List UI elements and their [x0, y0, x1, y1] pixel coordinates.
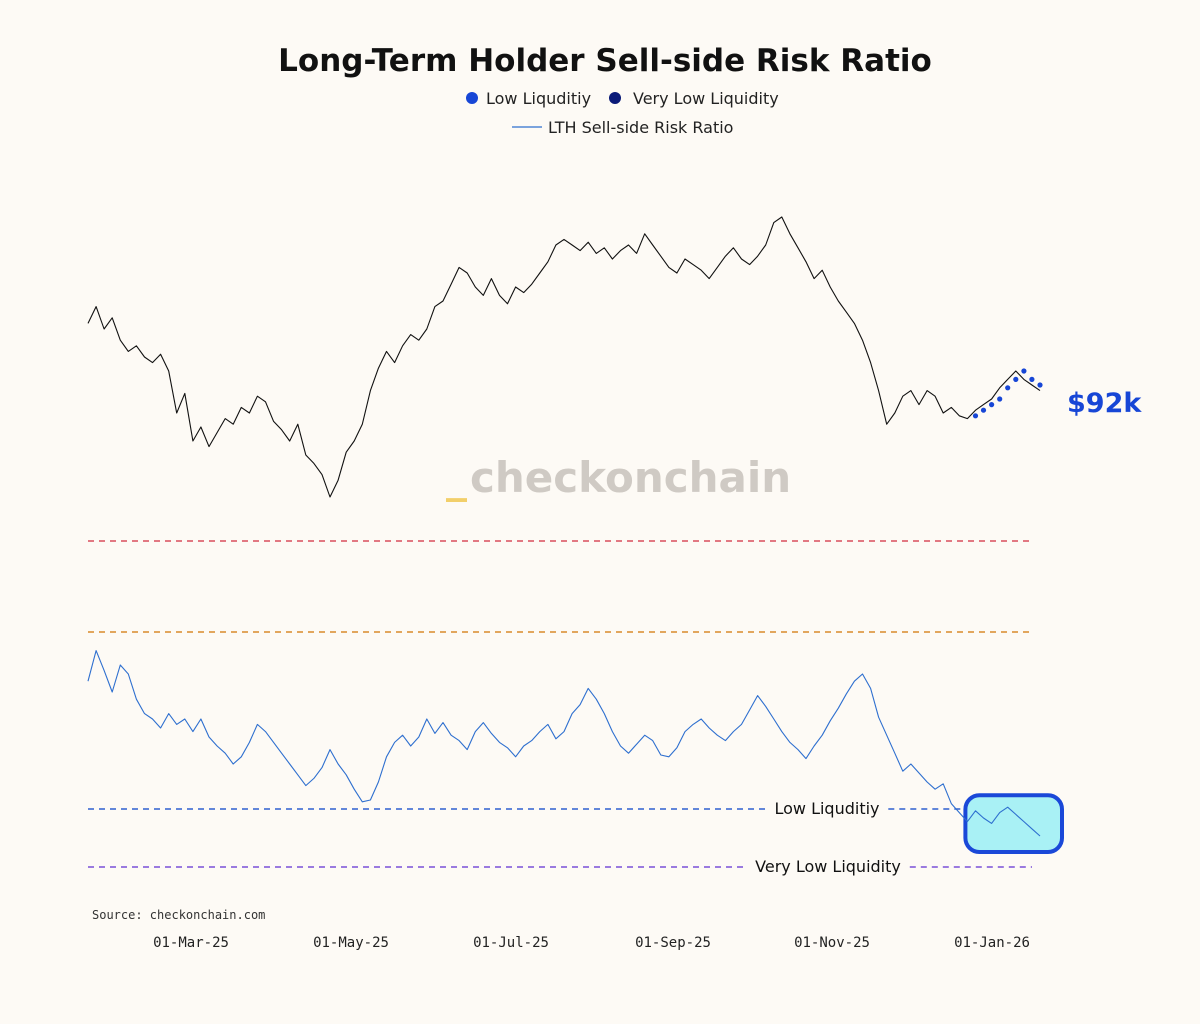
x-tick-label: 01-Jan-26 [954, 935, 1030, 951]
x-tick-label: 01-Sep-25 [635, 935, 711, 951]
watermark-underscore: _ [446, 453, 467, 502]
low-liquidity-dot [1021, 368, 1027, 374]
low-liquidity-dot [989, 402, 995, 408]
low-liquidity-dot [1013, 376, 1019, 382]
very-low-liquidity-level-label: Very Low Liquidity [755, 857, 901, 876]
low-liquidity-dot [1005, 385, 1011, 391]
legend-dot-very-low-liquidity [609, 92, 621, 104]
legend-label-low-liquidity: Low Liquditiy [486, 89, 591, 108]
legend-dot-low-liquidity [466, 92, 478, 104]
highlight-layer [963, 793, 1065, 855]
x-tick-label: 01-Nov-25 [794, 935, 870, 951]
low-liquidity-dot [980, 407, 987, 413]
level-lines: Low Liquditiy Very Low Liquidity [88, 540, 1032, 876]
ratio-series-layer [87, 650, 1041, 837]
price-label: $92k [1067, 388, 1142, 419]
low-liquidity-dot [997, 396, 1003, 402]
watermark-text: checkonchain [470, 453, 791, 502]
legend: Low Liquditiy Very Low Liquidity LTH Sel… [466, 89, 779, 137]
low-liquidity-level-label: Low Liquditiy [774, 799, 879, 818]
source-note: Source: checkonchain.com [92, 908, 265, 922]
chart-title: Long-Term Holder Sell-side Risk Ratio [278, 43, 932, 79]
legend-label-very-low-liquidity: Very Low Liquidity [633, 89, 779, 108]
low-liquidity-dot [1029, 376, 1035, 382]
highlight-box [963, 793, 1065, 855]
x-tick-label: 01-Jul-25 [473, 935, 549, 951]
x-tick-label: 01-May-25 [313, 935, 389, 951]
low-liquidity-dot [972, 413, 979, 419]
ratio-line [87, 650, 1041, 837]
watermark: _ checkonchain [446, 453, 791, 502]
price-series-layer [87, 216, 1043, 498]
price-line [87, 216, 1041, 498]
x-axis-ticks: 01-Mar-25 01-May-25 01-Jul-25 01-Sep-25 01-N… [153, 935, 1030, 951]
low-liquidity-dot [1037, 382, 1043, 388]
x-tick-label: 01-Mar-25 [153, 935, 229, 951]
legend-label-ratio: LTH Sell-side Risk Ratio [548, 118, 733, 137]
